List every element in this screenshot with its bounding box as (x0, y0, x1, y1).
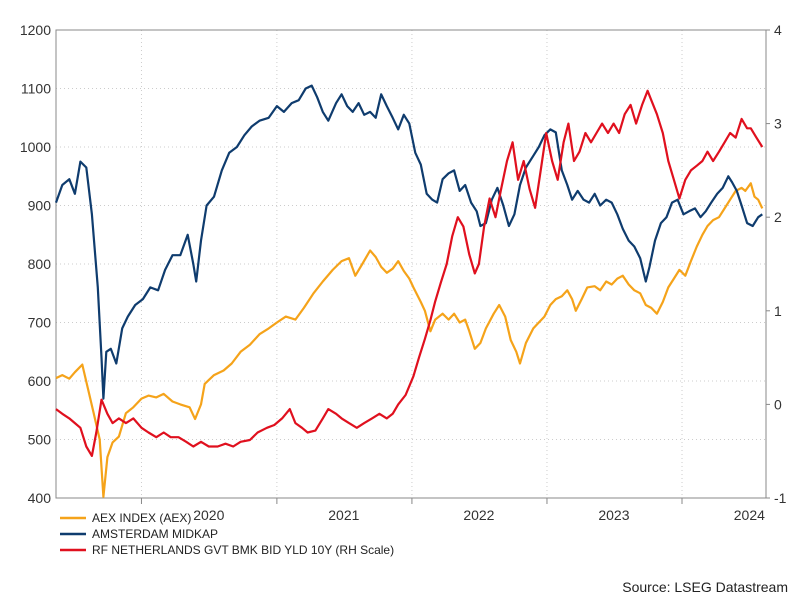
y-left-tick-label: 700 (28, 315, 52, 331)
y-right-tick-label: 0 (774, 396, 782, 412)
legend-label: RF NETHERLANDS GVT BMK BID YLD 10Y (RH S… (92, 543, 394, 557)
series-line-0 (55, 182, 764, 498)
series-line-2 (55, 89, 764, 457)
gridlines (56, 30, 766, 498)
y-right-tick-label: 4 (774, 22, 782, 38)
y-left-tick-label: 900 (28, 198, 52, 214)
y-right-tick-label: 3 (774, 116, 782, 132)
y-right-tick-label: 1 (774, 303, 782, 319)
y-left-tick-label: 1100 (21, 81, 51, 97)
x-tick-label: 2023 (598, 507, 629, 523)
series-line-1 (54, 84, 763, 400)
y-left-tick-label: 800 (28, 256, 52, 272)
source-note: Source: LSEG Datastream (622, 579, 788, 595)
y-left-tick-label: 600 (28, 373, 52, 389)
y-left-tick-label: 1000 (20, 139, 51, 155)
y-left-tick-label: 500 (28, 432, 52, 448)
series-lines (54, 84, 764, 498)
y-right-tick-label: -1 (774, 490, 787, 506)
legend-label: AMSTERDAM MIDKAP (92, 527, 218, 541)
legend-label: AEX INDEX (AEX) (92, 511, 191, 525)
legend: AEX INDEX (AEX) AMSTERDAM MIDKAP RF NETHER… (60, 511, 394, 557)
x-tick-label: 2022 (463, 507, 494, 523)
axis-ticks: 400 500 600 700 800 900 1000 1100 1200 -1 0 1 2 3 4 202… (20, 22, 787, 523)
x-tick-label: 2020 (193, 507, 224, 523)
x-tick-label: 2021 (328, 507, 359, 523)
y-left-tick-label: 400 (28, 490, 52, 506)
plot-frame (55, 29, 767, 499)
x-tick-label: 2024 (734, 507, 765, 523)
y-left-tick-label: 1200 (20, 22, 51, 38)
y-right-tick-label: 2 (774, 209, 782, 225)
